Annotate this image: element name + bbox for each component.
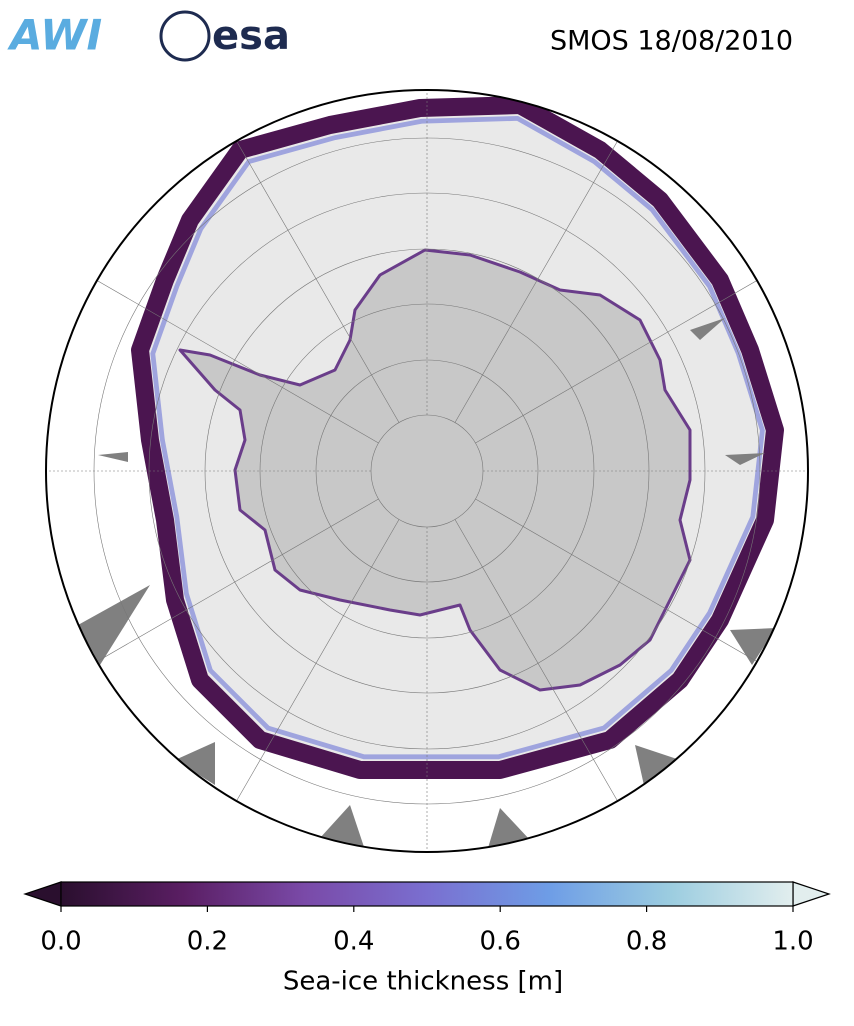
awi-logo: AWI bbox=[7, 11, 102, 60]
map bbox=[46, 90, 808, 852]
esa-logo: esa bbox=[212, 13, 290, 59]
map-title: SMOS 18/08/2010 bbox=[550, 26, 793, 57]
meridian bbox=[475, 270, 774, 444]
map-border bbox=[45, 89, 809, 853]
graticule bbox=[46, 90, 808, 852]
logos: AWI esa bbox=[7, 10, 290, 62]
meridian bbox=[226, 124, 400, 423]
other-land bbox=[78, 318, 776, 850]
antarctica bbox=[178, 248, 692, 692]
meridian bbox=[80, 270, 379, 444]
colorbar-tick-label: 0.4 bbox=[333, 927, 374, 957]
latitude-circle bbox=[315, 359, 539, 583]
sea-ice-edge bbox=[150, 115, 765, 760]
colorbar-extend-min bbox=[23, 881, 62, 907]
colorbar: 0.0 0.2 0.4 0.6 0.8 1.0 Sea-ice thickness [m] bbox=[23, 881, 831, 997]
colorbar-tick-label: 1.0 bbox=[772, 927, 813, 957]
meridian bbox=[80, 498, 379, 672]
colorbar-label: Sea-ice thickness [m] bbox=[283, 967, 563, 997]
colorbar-tick-label: 0.2 bbox=[187, 927, 228, 957]
meridian bbox=[454, 519, 628, 818]
latitude-circle bbox=[259, 303, 595, 639]
colorbar-tick-label: 0.0 bbox=[40, 927, 81, 957]
colorbar-tick-label: 0.6 bbox=[480, 927, 521, 957]
colorbar-body bbox=[60, 881, 794, 907]
esa-emblem bbox=[159, 10, 211, 62]
meridian bbox=[454, 124, 628, 423]
colorbar-extend-max bbox=[792, 881, 831, 907]
meridian bbox=[226, 519, 400, 818]
meridian bbox=[475, 498, 774, 672]
colorbar-tick-label: 0.8 bbox=[626, 927, 667, 957]
